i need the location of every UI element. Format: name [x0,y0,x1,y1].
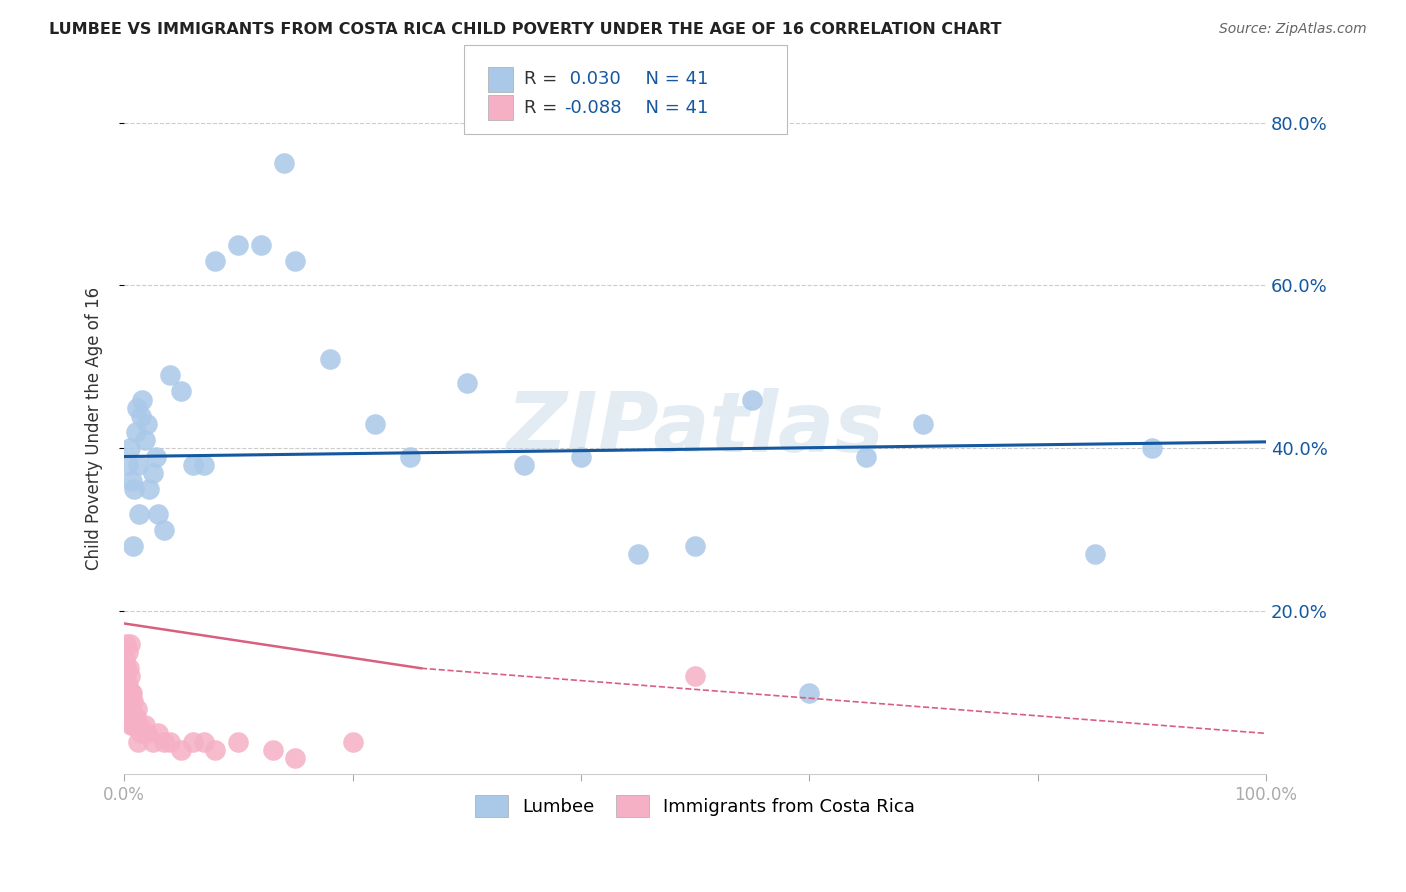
Text: ZIPatlas: ZIPatlas [506,387,884,468]
Point [799,686,821,700]
Point [121,474,143,488]
Point [121,710,143,724]
Text: N = 41: N = 41 [634,70,709,88]
Point [122,718,145,732]
Legend: Lumbee, Immigrants from Costa Rica: Lumbee, Immigrants from Costa Rica [468,788,922,824]
Point [115,661,138,675]
Point [318,351,340,366]
Point [120,718,142,732]
Point [128,507,150,521]
Point [153,523,176,537]
Point [117,645,139,659]
Point [262,742,284,756]
Point [131,392,153,407]
Point [364,417,387,431]
Point [120,686,142,700]
Point [342,734,364,748]
Point [136,417,159,431]
Point [228,237,250,252]
Point [124,718,146,732]
Point [456,376,478,391]
Text: N = 41: N = 41 [634,99,709,117]
Point [148,507,170,521]
Point [134,718,156,732]
Point [127,734,149,748]
Text: 0.030: 0.030 [564,70,620,88]
Point [138,482,160,496]
Point [117,458,139,472]
Point [128,718,150,732]
Point [124,425,146,439]
Point [170,742,193,756]
Point [204,254,226,268]
Point [118,669,141,683]
Point [273,156,295,170]
Point [114,653,136,667]
Point [129,726,152,740]
Point [855,450,877,464]
Point [153,734,176,748]
Point [159,368,181,382]
Point [125,401,148,415]
Point [1140,442,1163,456]
Point [118,442,141,456]
Point [193,734,215,748]
Point [115,637,138,651]
Point [170,384,193,399]
Point [136,726,159,740]
Point [117,694,139,708]
Text: Source: ZipAtlas.com: Source: ZipAtlas.com [1219,22,1367,37]
Point [148,726,170,740]
Point [145,450,167,464]
Point [124,482,146,496]
Point [193,458,215,472]
Point [125,702,148,716]
Point [118,694,141,708]
Point [683,539,706,553]
Point [121,686,143,700]
Point [159,734,181,748]
Point [142,466,165,480]
Point [398,450,420,464]
Y-axis label: Child Poverty Under the Age of 16: Child Poverty Under the Age of 16 [86,286,103,570]
Point [250,237,273,252]
Point [912,417,935,431]
Point [122,539,145,553]
Point [181,458,204,472]
Point [228,734,250,748]
Point [115,686,138,700]
Point [284,254,307,268]
Point [129,409,152,423]
Point [1084,547,1107,561]
Point [118,702,141,716]
Text: -0.088: -0.088 [564,99,621,117]
Point [627,547,650,561]
Point [683,669,706,683]
Point [114,669,136,683]
Text: LUMBEE VS IMMIGRANTS FROM COSTA RICA CHILD POVERTY UNDER THE AGE OF 16 CORRELATI: LUMBEE VS IMMIGRANTS FROM COSTA RICA CHI… [49,22,1001,37]
Point [120,710,142,724]
Text: R =: R = [524,99,564,117]
Point [513,458,536,472]
Point [284,751,307,765]
Point [134,434,156,448]
Point [204,742,226,756]
Point [181,734,204,748]
Point [569,450,592,464]
Text: R =: R = [524,70,564,88]
Point [741,392,763,407]
Point [142,734,165,748]
Point [117,677,139,691]
Point [124,710,146,724]
Point [118,661,141,675]
Point [127,458,149,472]
Point [118,637,141,651]
Point [122,694,145,708]
